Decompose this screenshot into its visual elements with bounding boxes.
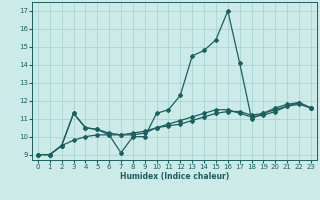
X-axis label: Humidex (Indice chaleur): Humidex (Indice chaleur) — [120, 172, 229, 181]
